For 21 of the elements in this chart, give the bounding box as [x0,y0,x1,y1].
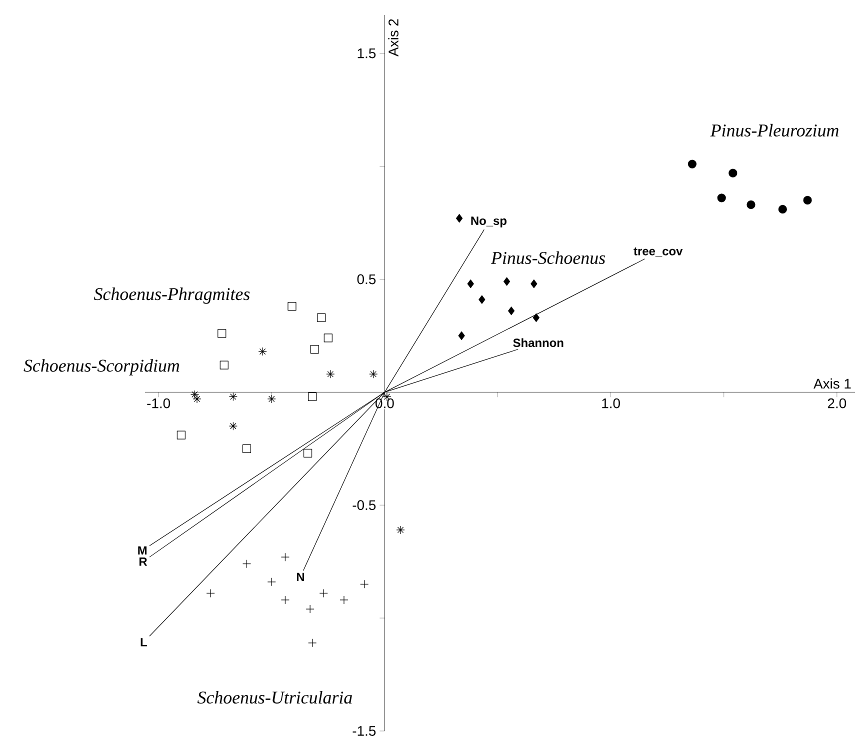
annotation: Pinus-Schoenus [490,251,606,264]
y-tick-label: -1.5 [352,726,376,736]
annotation: Schoenus-Scorpidium [24,359,180,376]
series-label: N [296,572,304,582]
series-label: L [140,638,147,646]
series-label: R [139,558,148,566]
x-tick-label: 1.0 [602,398,620,408]
y-axis-title: Axis 2 [388,19,398,56]
x-tick-label: 2.0 [828,398,846,408]
series-label: Shannon [513,338,564,348]
series-label: No_sp [471,216,506,228]
annotation: Schoenus-Phragmites [94,288,250,304]
y-tick-label: -0.5 [352,500,376,510]
annotation: Pinus-Pleurozium [710,124,838,137]
y-tick-label: 1.5 [358,48,376,58]
x-axis-title: Axis 1 [814,378,851,389]
annotation: Schoenus-Utricularia [197,691,352,704]
series-label: M [138,546,147,555]
y-tick-label: 0.5 [357,274,376,284]
x-tick-label: -1.0 [147,398,170,408]
series-label: tree_cov [634,247,683,257]
